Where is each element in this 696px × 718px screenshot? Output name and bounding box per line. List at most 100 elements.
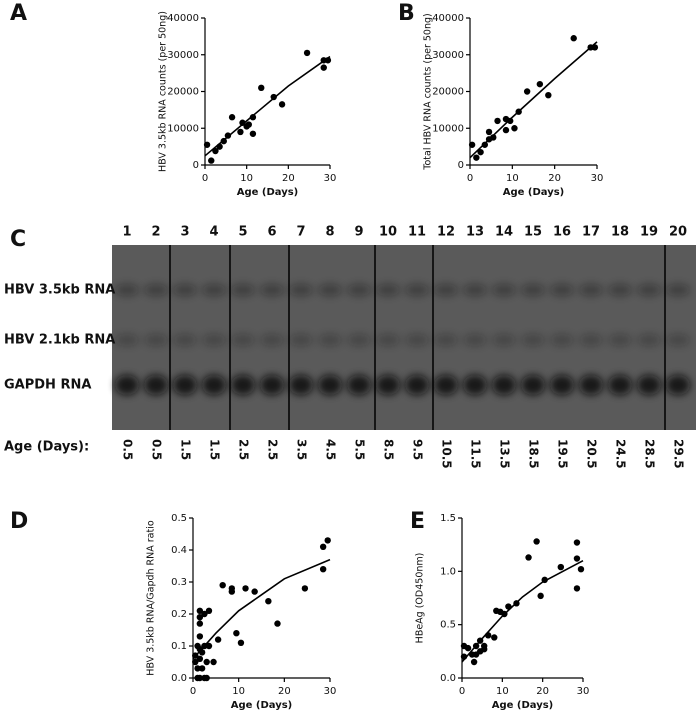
y-tick-label: 0.2 xyxy=(171,609,187,620)
blot-band xyxy=(376,334,400,346)
age-label: 29.5 xyxy=(672,439,686,469)
data-point xyxy=(198,665,206,672)
lane-number: 18 xyxy=(611,225,629,240)
lane-number: 20 xyxy=(669,225,687,240)
blot-band xyxy=(173,334,197,346)
blot-band xyxy=(492,375,516,395)
lane-number: 7 xyxy=(296,225,305,240)
data-point xyxy=(237,128,244,136)
data-point xyxy=(237,639,245,646)
y-tick-label: 20000 xyxy=(432,87,464,98)
blot-band xyxy=(231,375,255,395)
data-point xyxy=(278,101,286,108)
blot-band xyxy=(579,284,603,296)
y-tick-label: 0 xyxy=(193,160,199,171)
blot-band xyxy=(550,334,574,346)
data-point xyxy=(228,588,236,595)
data-point xyxy=(249,130,257,137)
x-tick-label: 20 xyxy=(536,686,549,697)
blot-band xyxy=(260,334,284,346)
y-tick-label: 0.0 xyxy=(171,673,187,684)
data-point xyxy=(470,658,478,666)
x-tick-label: 30 xyxy=(324,686,337,697)
blot-band xyxy=(463,284,487,296)
data-point xyxy=(245,121,252,128)
blot-band xyxy=(521,284,545,296)
data-point xyxy=(537,592,544,600)
data-point xyxy=(196,614,204,621)
blot-band xyxy=(289,334,313,346)
blot-band xyxy=(666,334,690,346)
x-axis-label: Age (Days) xyxy=(503,187,565,198)
blot-band xyxy=(260,375,284,395)
data-point xyxy=(320,64,327,71)
fit-line xyxy=(192,558,331,660)
y-tick-label: 40000 xyxy=(167,13,199,24)
data-point xyxy=(319,566,327,573)
data-point xyxy=(464,644,472,652)
blot-band xyxy=(202,375,226,395)
band-label: HBV 3.5kb RNA xyxy=(4,283,115,298)
blot-background xyxy=(112,245,696,430)
band-label: HBV 2.1kb RNA xyxy=(4,333,115,348)
data-point xyxy=(490,134,497,141)
lane-number: 2 xyxy=(151,225,160,240)
data-point xyxy=(258,84,265,92)
blot-band xyxy=(666,284,690,296)
age-label: 5.5 xyxy=(353,439,367,460)
data-point xyxy=(239,119,246,126)
x-tick-label: 20 xyxy=(278,686,291,697)
lane-number: 10 xyxy=(379,225,397,240)
lane-number: 14 xyxy=(495,225,513,240)
x-tick-label: 0 xyxy=(467,173,473,184)
blot-band xyxy=(115,284,139,296)
data-point xyxy=(194,665,201,672)
data-point xyxy=(233,630,240,637)
blot-band xyxy=(289,284,313,296)
blot-band xyxy=(608,334,632,346)
blot-band xyxy=(231,284,255,296)
blot-band xyxy=(637,334,661,346)
age-label: 11.5 xyxy=(469,439,483,469)
y-tick-label: 0.3 xyxy=(171,577,187,588)
blot-band xyxy=(434,284,458,296)
blot-band xyxy=(318,334,342,346)
lane-number: 1 xyxy=(122,225,131,240)
data-point xyxy=(228,114,236,121)
blot-band xyxy=(318,375,342,395)
lane-number: 5 xyxy=(238,225,247,240)
data-point xyxy=(481,141,489,148)
age-label: 3.5 xyxy=(295,439,309,460)
blot-band xyxy=(202,334,226,346)
blot-band xyxy=(347,284,371,296)
data-point xyxy=(205,642,213,650)
data-point xyxy=(196,655,204,662)
x-tick-label: 30 xyxy=(324,173,337,184)
y-tick-label: 10000 xyxy=(432,123,464,134)
blot-band xyxy=(318,284,342,296)
age-label: 13.5 xyxy=(498,439,512,469)
blot-band xyxy=(347,334,371,346)
age-label: 0.5 xyxy=(121,439,135,460)
y-axis-label: Total HBV RNA counts (per 50ng) xyxy=(423,13,434,170)
x-axis-label: Age (Days) xyxy=(231,700,293,711)
blot-band xyxy=(521,375,545,395)
data-point xyxy=(491,634,498,641)
data-point xyxy=(196,607,204,614)
blot-band xyxy=(608,284,632,296)
blot-band xyxy=(579,375,603,395)
x-tick-label: 0 xyxy=(202,173,208,184)
blot-band xyxy=(637,375,661,395)
blot-band xyxy=(492,284,516,296)
lane-number: 9 xyxy=(354,225,363,240)
age-label: 20.5 xyxy=(585,439,599,469)
data-point xyxy=(203,674,210,682)
lane-number: 13 xyxy=(466,225,484,240)
blot-band xyxy=(144,375,168,395)
y-tick-label: 30000 xyxy=(167,50,199,61)
data-point xyxy=(242,585,249,592)
data-point xyxy=(208,157,215,164)
data-point xyxy=(196,674,204,682)
data-point xyxy=(570,35,577,42)
